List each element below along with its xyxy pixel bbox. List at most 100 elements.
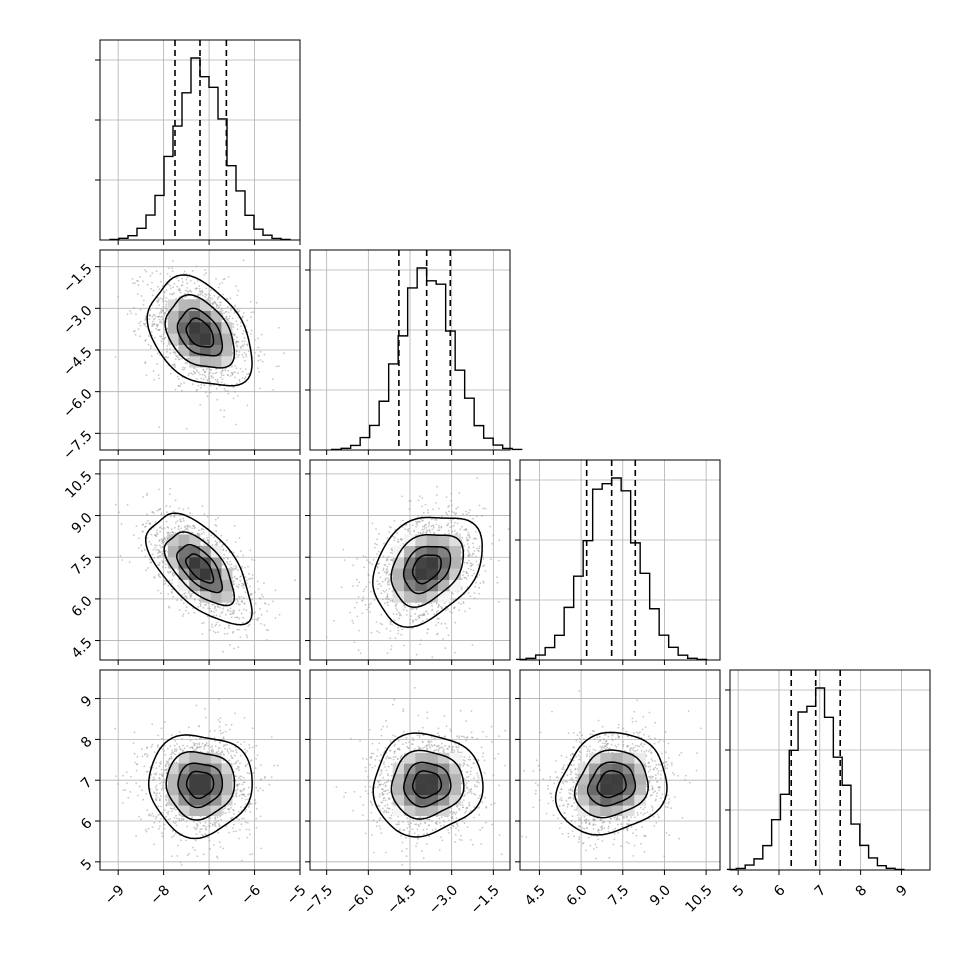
sample-point: [165, 303, 168, 306]
sample-point: [177, 378, 180, 380]
sample-point: [368, 581, 371, 584]
sample-point: [389, 623, 392, 625]
sample-point: [164, 307, 167, 310]
sample-point: [196, 824, 199, 827]
sample-point: [165, 305, 167, 308]
sample-point: [451, 510, 453, 513]
sample-point: [481, 515, 484, 517]
density-cell: [221, 322, 233, 334]
sample-point: [375, 621, 378, 623]
sample-point: [242, 259, 245, 262]
sample-point: [243, 602, 246, 605]
sample-point: [222, 374, 225, 377]
sample-point: [396, 609, 399, 612]
sample-point: [217, 286, 220, 289]
sample-point: [256, 580, 259, 583]
sample-point: [457, 590, 459, 593]
sample-point: [363, 588, 366, 590]
sample-point: [394, 605, 397, 608]
sample-point: [468, 547, 470, 549]
sample-point: [448, 532, 451, 535]
sample-point: [144, 322, 146, 325]
sample-point: [251, 574, 254, 576]
sample-point: [450, 504, 453, 507]
sample-point: [403, 604, 406, 607]
density-cell: [189, 545, 201, 558]
sample-point: [172, 574, 175, 577]
sample-point: [250, 316, 252, 318]
sample-point: [420, 518, 422, 521]
sample-point: [469, 536, 471, 539]
sample-point: [149, 347, 152, 349]
sample-point: [159, 272, 162, 275]
sample-point: [242, 616, 245, 619]
sample-point: [401, 495, 403, 498]
sample-point: [135, 313, 137, 316]
sample-point: [190, 372, 193, 375]
sample-point: [234, 376, 237, 379]
sample-point: [376, 538, 378, 541]
sample-point: [174, 499, 177, 502]
density-cell: [392, 557, 405, 569]
sample-point: [474, 585, 477, 588]
sample-point: [441, 515, 443, 518]
sample-point: [171, 582, 173, 584]
sample-point: [163, 827, 166, 830]
sample-point: [173, 834, 175, 837]
sample-point: [465, 572, 468, 575]
sample-point: [181, 615, 184, 617]
sample-point: [267, 603, 270, 606]
density-cell: [167, 333, 179, 345]
sample-point: [198, 371, 200, 374]
sample-point: [422, 519, 424, 522]
sample-point: [139, 308, 142, 311]
sample-point: [245, 579, 248, 582]
sample-point: [153, 512, 155, 514]
sample-point: [141, 530, 144, 533]
sample-point: [187, 530, 190, 533]
sample-point: [239, 576, 242, 578]
density-cell: [437, 568, 450, 580]
sample-point: [167, 593, 170, 595]
sample-point: [246, 343, 249, 346]
sample-point: [497, 559, 500, 562]
sample-point: [218, 295, 220, 298]
contour-line-1: [146, 274, 253, 387]
sample-point: [215, 368, 218, 370]
sample-point: [242, 329, 245, 332]
density-cell: [200, 568, 212, 580]
sample-point: [207, 296, 210, 299]
sample-point: [257, 346, 260, 349]
density-cell: [178, 568, 190, 580]
sample-point: [168, 579, 171, 582]
sample-point: [467, 511, 470, 514]
sample-point: [204, 296, 207, 298]
sample-point: [221, 611, 224, 613]
sample-point: [215, 614, 218, 617]
sample-point: [175, 750, 178, 752]
sample-point: [259, 359, 262, 361]
sample-point: [259, 350, 262, 353]
sample-point: [258, 371, 260, 373]
sample-point: [364, 604, 367, 606]
density-cell: [426, 568, 439, 580]
sample-point: [411, 627, 414, 630]
sample-point: [235, 351, 238, 353]
sample-point: [389, 620, 392, 623]
sample-point: [437, 621, 440, 624]
sample-point: [151, 553, 154, 556]
sample-point: [126, 504, 129, 506]
sample-point: [477, 563, 480, 566]
sample-point: [159, 297, 162, 299]
sample-point: [227, 752, 230, 754]
sample-point: [186, 287, 189, 289]
sample-point: [436, 494, 438, 496]
sample-point: [165, 563, 167, 566]
sample-point: [158, 573, 160, 575]
sample-point: [406, 602, 409, 605]
sample-point: [233, 823, 235, 826]
sample-point: [387, 598, 390, 600]
sample-point: [216, 541, 218, 544]
sample-point: [383, 542, 385, 545]
sample-point: [156, 300, 159, 302]
